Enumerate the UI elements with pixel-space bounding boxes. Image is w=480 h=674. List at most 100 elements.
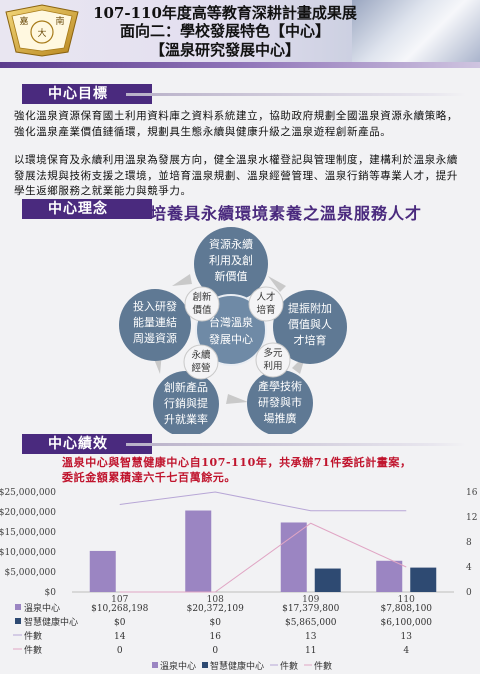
small-innovation-line1: 創新 [192,291,212,303]
idea-slogan: 培養具永續環境素養之溫泉服務人才 [150,204,423,223]
node-bottom-right-line1: 產學技術 [258,379,302,393]
node-bottom-right-line3: 場推廣 [264,411,297,425]
small-sustain-line2: 經營 [191,362,210,374]
table-cell: $17,379,800 [282,604,340,614]
table-cell: $6,100,000 [380,618,432,628]
bar-hotspring-109 [280,522,307,592]
cycle-arrow-1 [268,276,286,292]
bar-hotspring-107 [89,550,116,592]
goal-paragraph-2: 以環境保育及永續利用溫泉為發展方向，健全溫泉水權登記與管理制度，建構利於溫泉永續… [14,154,458,197]
table-row-label-4: 件數 [24,644,42,656]
right-axis-tick: 16 [466,488,478,498]
node-bottom-right: 產學技術 研發與市 場推廣 [247,370,313,434]
small-diverse-line1: 多元 [263,347,283,359]
cycle-arrow-3 [226,394,248,404]
logo-char-3: 大 [37,27,46,39]
table-cell: 13 [401,632,413,642]
bar-smarthealth-109 [314,568,341,592]
left-axis-tick: $5,000,000 [4,568,56,578]
table-cell: $5,865,000 [285,618,337,628]
category-label-109: 109 [302,595,319,605]
category-label-108: 108 [207,595,224,605]
small-node-talent: 人才 培育 [248,286,284,322]
header-banner: 嘉 南 大 107-110年度高等教育深耕計畫成果展 面向二：學校發展特色【中心… [0,0,480,62]
legend-entry-3: 件數 [280,660,298,672]
bar-hotspring-110 [376,560,403,592]
node-left-line2: 能量連結 [133,315,177,329]
right-axis-tick: 4 [466,563,472,573]
small-node-sustain: 永續 經營 [183,344,219,380]
table-row-label-3: 件數 [24,630,42,642]
bar-smarthealth-110 [410,567,437,592]
table-cell: 11 [305,646,316,656]
small-node-innovation: 創新 價值 [184,286,220,322]
performance-summary-1: 溫泉中心與智慧健康中心自107-110年，共承辦71件委託計畫案， [62,456,412,469]
table-row-label-1: 溫泉中心 [24,602,60,614]
center-line2: 發展中心 [209,332,253,346]
node-right: 提振附加 價值與人 才培育 [273,290,347,364]
center-line1: 台灣溫泉 [209,315,253,329]
left-axis-tick: $0 [45,588,57,598]
logo-char-2: 南 [55,15,64,27]
bar-hotspring-108 [185,510,212,592]
legend-entry-1: 溫泉中心 [160,660,196,672]
small-diverse-line2: 利用 [263,360,282,372]
node-bottom-left: 創新產品 行銷與提 升就業率 [153,371,219,434]
idea-cycle-diagram: 資源永續 利用及創 新價值 提振附加 價值與人 才培育 產學技術 研發與市 場推… [119,227,347,434]
page-title-line2: 面向二：學校發展特色【中心】 [119,22,330,40]
node-top-line2: 利用及創 [209,253,253,267]
table-row-label-2: 智慧健康中心 [24,616,78,628]
section-divider-performance [126,443,466,446]
left-axis-tick: $20,000,000 [0,508,56,518]
right-axis-tick: 0 [466,588,472,598]
page-title-line3: 【溫泉研究發展中心】 [149,41,300,59]
performance-chart: $0 $5,000,000 $10,000,000 $15,000,000 $20,00… [0,488,478,672]
left-axis-tick: $15,000,000 [0,528,56,538]
left-axis-tick: $25,000,000 [0,488,56,498]
node-bottom-left-line1: 創新產品 [164,380,208,394]
right-axis-tick: 8 [466,538,472,548]
section-title-idea: 中心理念 [22,199,152,219]
header-photo [352,0,480,62]
node-left-line1: 投入研發 [133,299,177,313]
node-right-line3: 才培育 [294,333,327,347]
small-node-diverse: 多元 利用 [255,342,291,378]
small-sustain-line1: 永續 [191,349,211,361]
page-title-line1: 107-110年度高等教育深耕計畫成果展 [93,4,357,22]
header-divider [0,62,480,68]
performance-summary-2: 委託金額累積達六千七百萬餘元。 [62,471,236,484]
small-talent-line1: 人才 [256,291,275,303]
section-divider-goal [126,93,466,96]
table-cell: 0 [117,646,123,656]
table-cell: 13 [305,632,317,642]
table-cell: $0 [210,618,222,628]
category-label-107: 107 [111,595,128,605]
category-label-110: 110 [398,595,415,605]
node-top: 資源永續 利用及創 新價值 [194,227,268,301]
table-cell: $20,372,109 [187,604,245,614]
table-cell: 4 [403,646,409,656]
table-cell: 16 [210,632,222,642]
small-talent-line2: 培育 [256,304,275,316]
legend-entry-2: 智慧健康中心 [210,660,264,672]
school-logo: 嘉 南 大 [5,4,79,57]
line-count-1 [119,491,407,512]
legend-entry-4: 件數 [314,660,332,672]
line-count-2 [119,522,407,593]
table-swatch-2 [15,618,21,624]
node-left: 投入研發 能量連結 周邊資源 [119,289,191,361]
node-top-line1: 資源永續 [209,237,253,251]
section-title-goal: 中心目標 [22,84,152,104]
section-title-performance: 中心績效 [22,434,152,454]
node-bottom-left-line3: 升就業率 [164,412,208,426]
table-swatch-1 [15,604,21,610]
table-cell: $10,268,198 [91,604,149,614]
left-axis-tick: $10,000,000 [0,548,56,558]
node-left-line3: 周邊資源 [133,331,177,345]
node-bottom-right-line2: 研發與市 [258,395,302,409]
right-axis-tick: 12 [466,513,477,523]
cycle-arrow-5 [172,274,192,286]
node-right-line1: 提振附加 [288,301,332,315]
goal-paragraph-1: 強化溫泉資源保育國土利用資料庫之資料系統建立，協助政府規劃全國溫泉資源永續策略，… [14,110,458,138]
legend-swatch-1 [152,662,158,668]
